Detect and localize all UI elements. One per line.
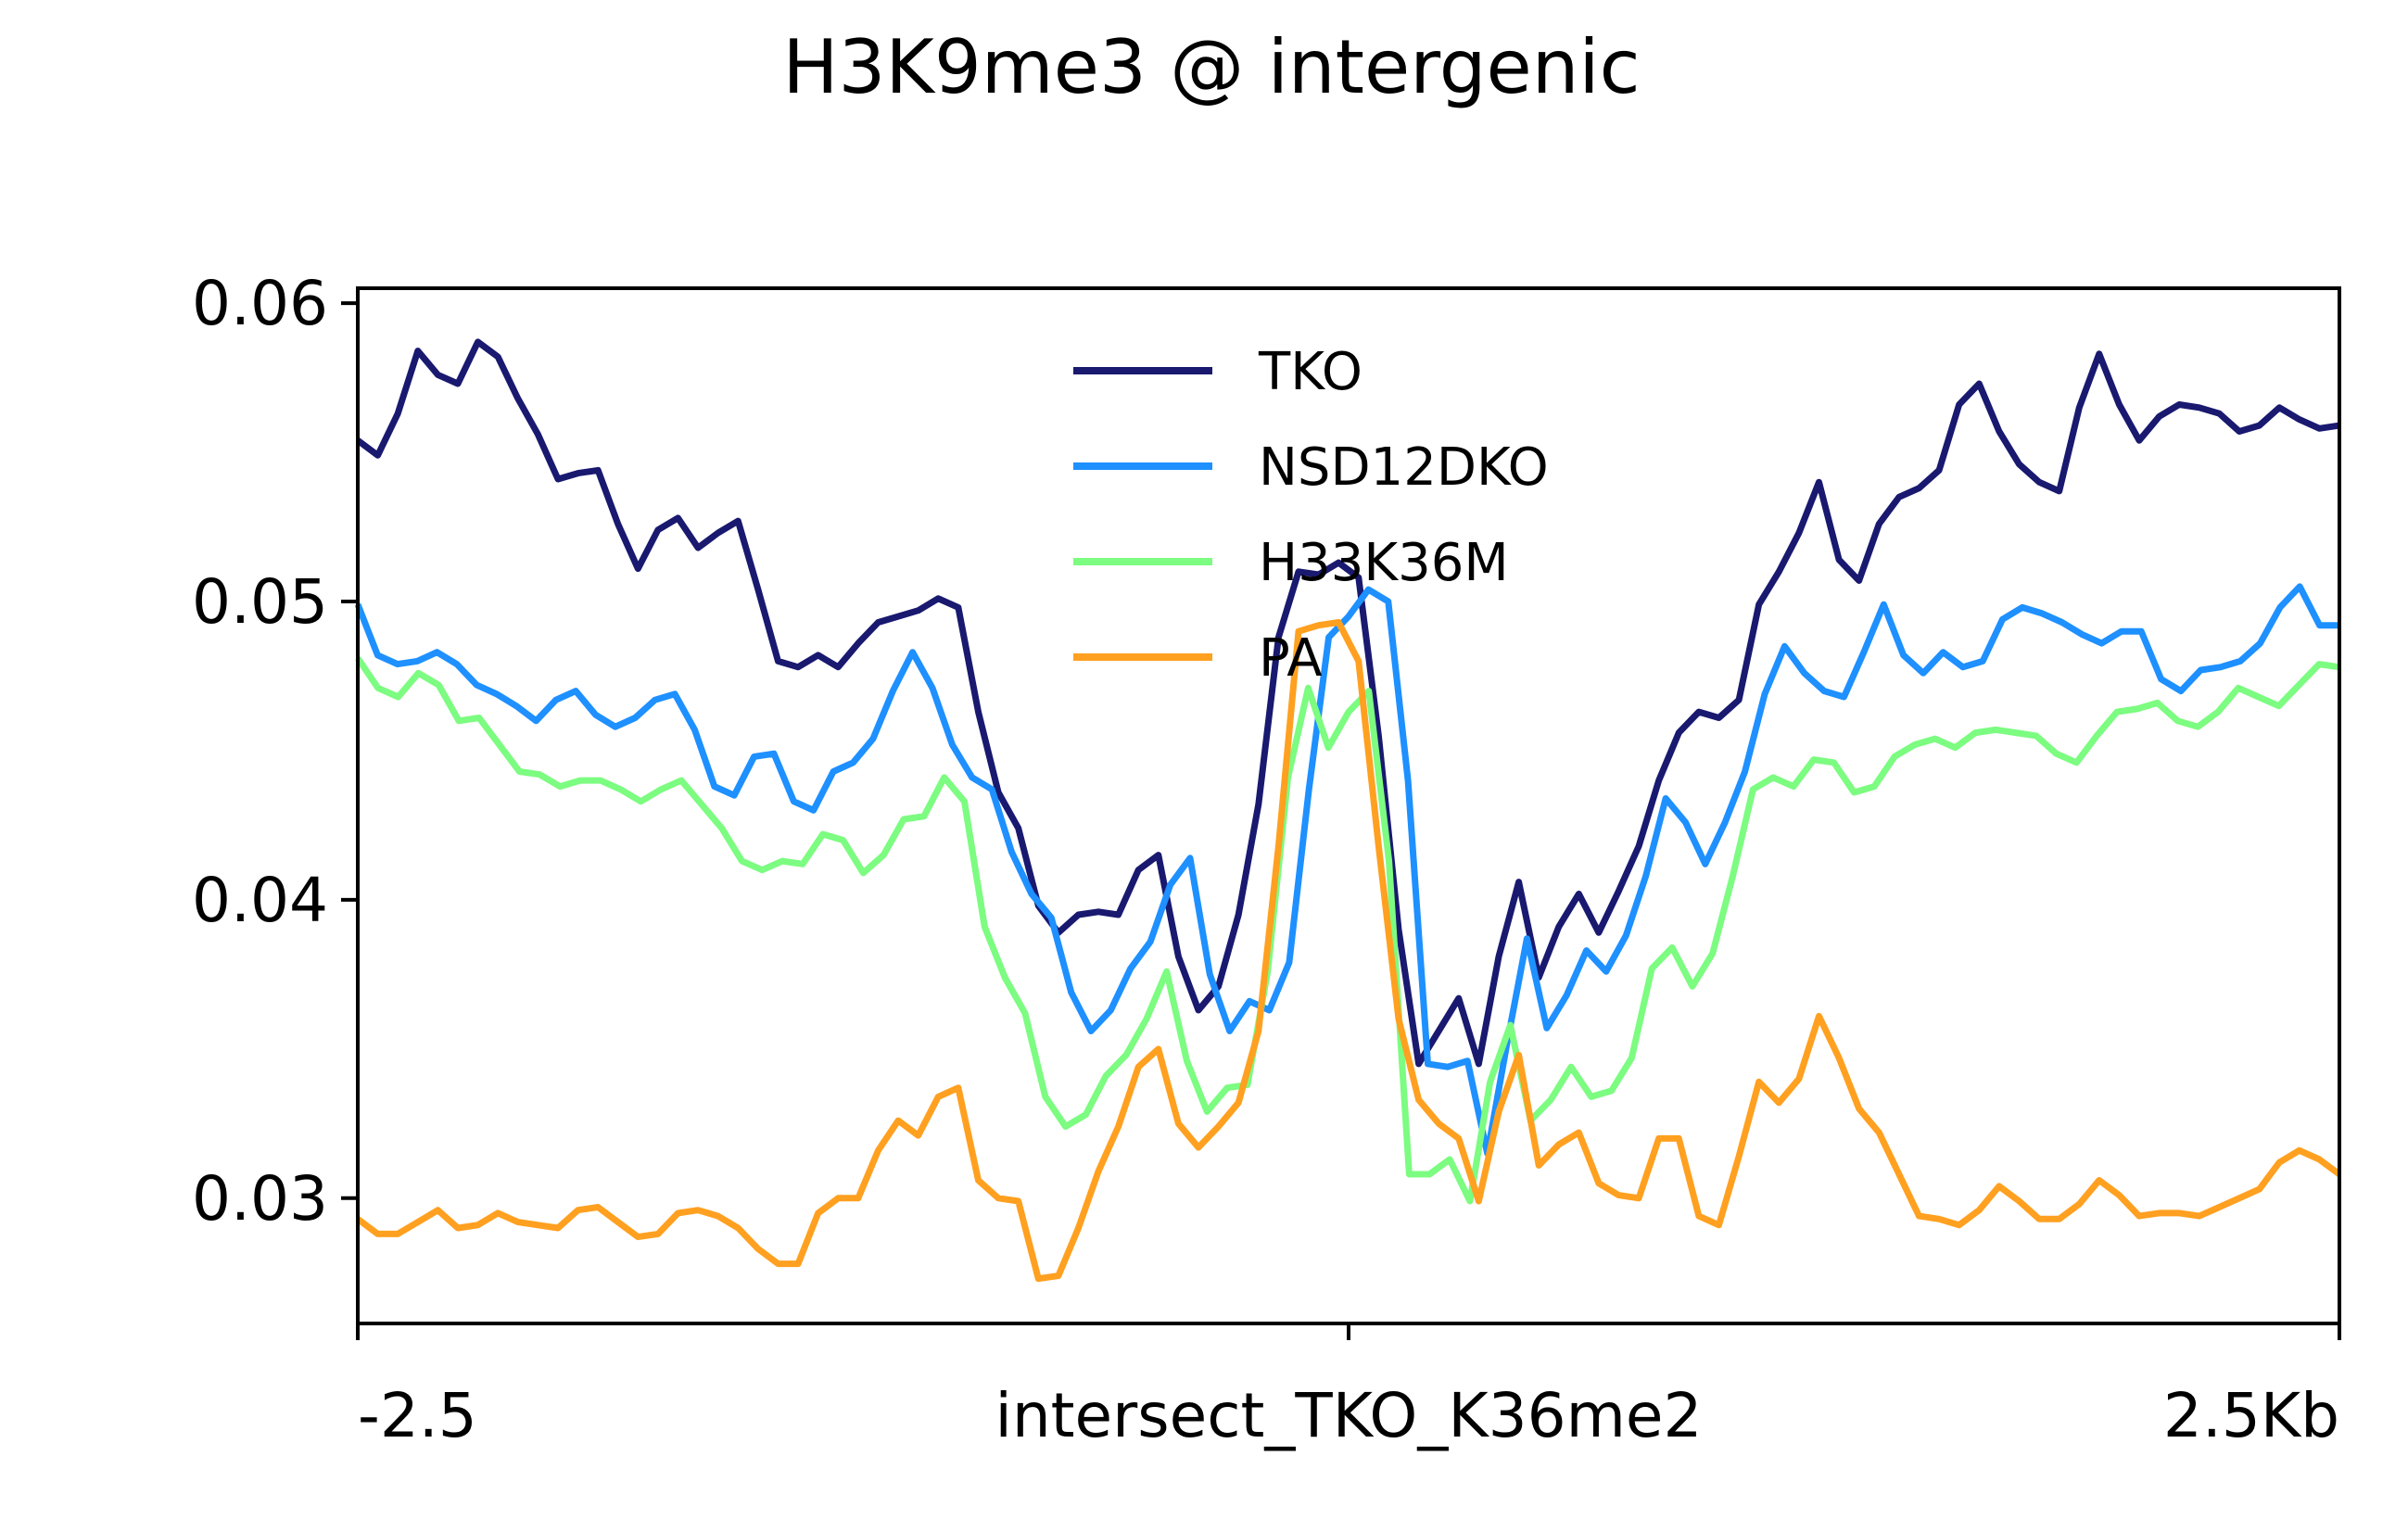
legend-label: PA: [1259, 628, 1323, 689]
y-tick-label: 0.03: [192, 1163, 328, 1234]
legend-label: TKO: [1258, 342, 1362, 402]
chart-title: H3K9me3 @ intergenic: [782, 24, 1640, 110]
legend-label: NSD12DKO: [1259, 437, 1549, 498]
y-tick-label: 0.05: [192, 566, 328, 638]
x-tick-label: 2.5Kb: [2163, 1380, 2339, 1451]
series-line-nsd12dko: [354, 583, 2339, 1157]
legend: TKO NSD12DKO H33K36M PA: [1073, 342, 1549, 689]
plot-series: [354, 338, 2342, 1283]
plot-frame: [356, 286, 2341, 1325]
series-line-h33k36m: [355, 656, 2340, 1205]
x-tick-label: -2.5: [358, 1380, 477, 1451]
y-tick-label: 0.06: [192, 268, 328, 339]
legend-label: H33K36M: [1259, 533, 1509, 593]
x-tick-label: intersect_TKO_K36me2: [995, 1380, 1702, 1451]
y-axis: 0.03 0.04 0.05 0.06: [192, 268, 358, 1234]
series-line-tko: [355, 338, 2340, 1068]
y-tick-label: 0.04: [192, 865, 328, 936]
series-line-pa: [355, 619, 2342, 1283]
x-axis: -2.5 intersect_TKO_K36me2 2.5Kb: [356, 1323, 2341, 1451]
